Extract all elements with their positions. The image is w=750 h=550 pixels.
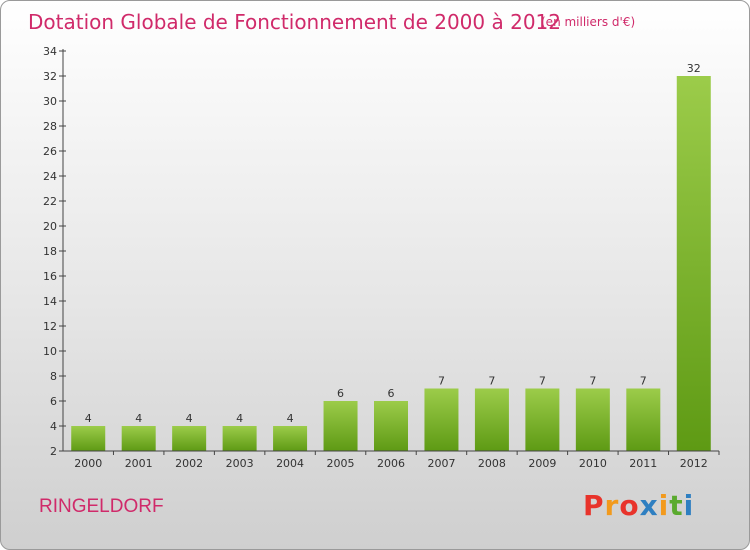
bar-value-label-2008: 7 xyxy=(488,375,495,388)
x-tick-label-2001: 2001 xyxy=(125,457,153,470)
x-tick-label-2011: 2011 xyxy=(629,457,657,470)
logo-letter: r xyxy=(604,489,620,522)
y-tick-label-22: 22 xyxy=(43,195,57,208)
bar-2001 xyxy=(121,426,156,451)
bar-2003 xyxy=(222,426,257,451)
bar-value-label-2001: 4 xyxy=(135,412,142,425)
y-tick-label-26: 26 xyxy=(43,145,57,158)
x-tick-label-2002: 2002 xyxy=(175,457,203,470)
bar-2007 xyxy=(424,388,459,451)
y-tick-label-20: 20 xyxy=(43,220,57,233)
x-tick-label-2006: 2006 xyxy=(377,457,405,470)
commune-name: RINGELDORF xyxy=(39,496,164,517)
bar-value-label-2007: 7 xyxy=(438,375,445,388)
bar-value-label-2002: 4 xyxy=(186,412,193,425)
bar-2004 xyxy=(273,426,308,451)
y-tick-label-34: 34 xyxy=(43,45,57,58)
bar-2005 xyxy=(323,401,358,451)
logo-letter: o xyxy=(619,489,640,522)
logo-letter: i xyxy=(683,489,695,522)
y-tick-label-30: 30 xyxy=(43,95,57,108)
y-tick-label-12: 12 xyxy=(43,320,57,333)
proxiti-logo: Proxiti xyxy=(583,489,694,522)
bar-value-label-2012: 32 xyxy=(687,62,701,75)
bar-value-label-2011: 7 xyxy=(640,375,647,388)
x-tick-label-2010: 2010 xyxy=(579,457,607,470)
y-tick-label-32: 32 xyxy=(43,70,57,83)
bar-value-label-2010: 7 xyxy=(589,375,596,388)
y-tick-label-2: 2 xyxy=(50,445,57,458)
bar-2006 xyxy=(374,401,408,451)
x-tick-label-2005: 2005 xyxy=(327,457,355,470)
bar-value-label-2005: 6 xyxy=(337,387,344,400)
x-tick-label-2009: 2009 xyxy=(528,457,556,470)
x-tick-label-2007: 2007 xyxy=(427,457,455,470)
y-tick-label-16: 16 xyxy=(43,270,57,283)
y-tick-label-8: 8 xyxy=(50,370,57,383)
y-tick-label-10: 10 xyxy=(43,345,57,358)
y-tick-label-28: 28 xyxy=(43,120,57,133)
bar-2008 xyxy=(474,388,509,451)
bar-2009 xyxy=(525,388,560,451)
chart-title: Dotation Globale de Fonctionnement de 20… xyxy=(28,10,561,34)
bar-2012 xyxy=(676,76,711,451)
bar-value-label-2000: 4 xyxy=(85,412,92,425)
bar-2011 xyxy=(626,388,661,451)
logo-letter: P xyxy=(583,489,605,522)
x-tick-label-2012: 2012 xyxy=(680,457,708,470)
logo-letter: i xyxy=(658,489,670,522)
logo-letter: t xyxy=(669,489,684,522)
y-tick-label-4: 4 xyxy=(50,420,57,433)
bar-2002 xyxy=(172,426,207,451)
x-tick-label-2003: 2003 xyxy=(226,457,254,470)
chart-unit: (en milliers d'€) xyxy=(541,15,636,29)
bar-2000 xyxy=(71,426,106,451)
x-tick-label-2000: 2000 xyxy=(74,457,102,470)
bar-value-label-2004: 4 xyxy=(287,412,294,425)
bar-value-label-2009: 7 xyxy=(539,375,546,388)
y-tick-label-6: 6 xyxy=(50,395,57,408)
x-tick-label-2004: 2004 xyxy=(276,457,304,470)
y-tick-label-14: 14 xyxy=(43,295,57,308)
bar-value-label-2006: 6 xyxy=(388,387,395,400)
bar-value-label-2003: 4 xyxy=(236,412,243,425)
logo-letter: x xyxy=(639,489,659,522)
x-tick-label-2008: 2008 xyxy=(478,457,506,470)
y-tick-label-24: 24 xyxy=(43,170,57,183)
y-tick-label-18: 18 xyxy=(43,245,57,258)
bar-2010 xyxy=(575,388,610,451)
